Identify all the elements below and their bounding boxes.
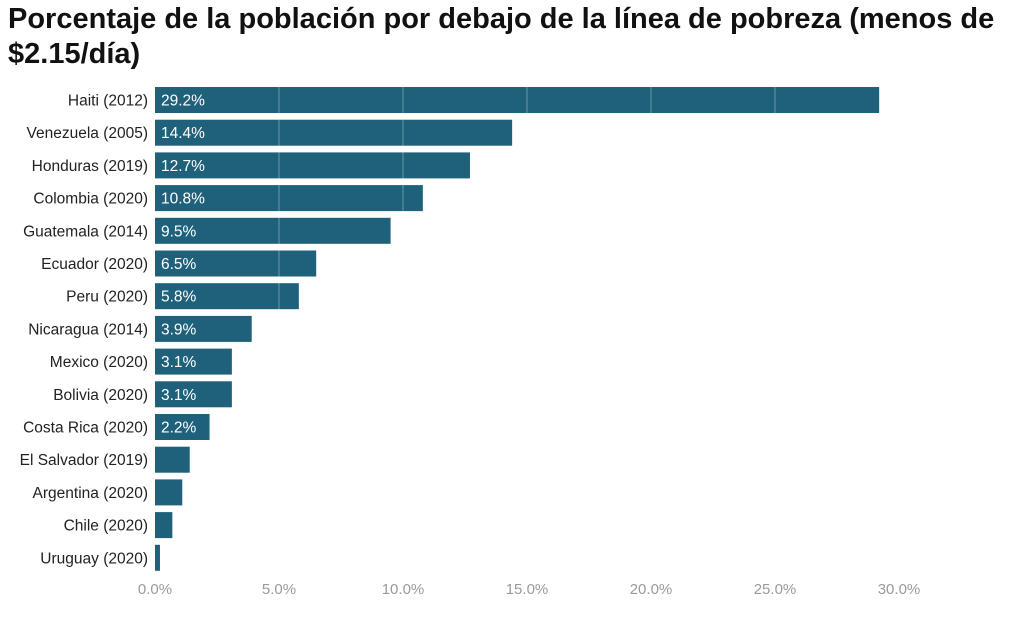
bar <box>155 315 252 342</box>
data-label: 5.8% <box>161 289 197 306</box>
bar <box>155 381 232 408</box>
bar <box>155 479 183 506</box>
bar <box>155 446 190 473</box>
category-label: Argentina (2020) <box>33 485 148 502</box>
bar <box>155 119 513 146</box>
category-label: Colombia (2020) <box>33 191 148 208</box>
data-label: 12.7% <box>161 158 205 175</box>
data-label: 3.1% <box>161 387 197 404</box>
category-label: Honduras (2019) <box>32 158 148 175</box>
category-label: Venezuela (2005) <box>26 125 148 142</box>
data-label: 14.4% <box>161 125 205 142</box>
category-label: Bolivia (2020) <box>53 387 148 404</box>
data-label: 29.2% <box>161 93 205 110</box>
category-label: Peru (2020) <box>66 289 148 306</box>
category-labels-layer: Haiti (2012) Venezuela (2005) Honduras (20… <box>20 93 148 568</box>
bars-layer <box>155 87 880 571</box>
category-label: Nicaragua (2014) <box>28 321 148 338</box>
bar <box>155 217 391 244</box>
data-label: 2.2% <box>161 420 197 437</box>
category-label: Mexico (2020) <box>50 354 148 371</box>
bar <box>155 87 880 113</box>
bar <box>155 414 210 440</box>
category-label: Costa Rica (2020) <box>23 420 148 437</box>
category-label: El Salvador (2019) <box>20 452 148 469</box>
bar <box>155 250 317 277</box>
bar <box>155 152 470 179</box>
category-label: Chile (2020) <box>64 518 148 535</box>
data-label: 3.9% <box>161 321 197 338</box>
x-tick-label: 5.0% <box>262 581 296 598</box>
chart-title: Porcentaje de la población por debajo de… <box>8 3 995 70</box>
value-labels-layer: 29.2% 14.4% 12.7% 10.8% 9.5% 6.5% 5.8% 3.9% 3.1%… <box>161 93 205 437</box>
x-axis-ticks-layer: 0.0% 5.0% 10.0% 15.0% 20.0% 25.0% 30.0% <box>138 581 920 598</box>
x-tick-label: 25.0% <box>754 581 797 598</box>
category-label: Haiti (2012) <box>68 93 148 110</box>
data-label: 3.1% <box>161 354 197 371</box>
x-tick-label: 15.0% <box>506 581 549 598</box>
bar <box>155 348 232 375</box>
data-label: 10.8% <box>161 191 205 208</box>
bar <box>155 544 160 571</box>
x-tick-label: 10.0% <box>382 581 425 598</box>
x-tick-label: 20.0% <box>630 581 673 598</box>
bar <box>155 512 173 539</box>
x-tick-label: 30.0% <box>878 581 921 598</box>
category-label: Uruguay (2020) <box>40 550 148 567</box>
category-label: Guatemala (2014) <box>23 223 148 240</box>
x-tick-label: 0.0% <box>138 581 172 598</box>
data-label: 9.5% <box>161 223 197 240</box>
bar <box>155 185 423 212</box>
bar <box>155 283 299 310</box>
category-label: Ecuador (2020) <box>41 256 148 273</box>
gridlines-layer <box>278 87 776 571</box>
data-label: 6.5% <box>161 256 197 273</box>
